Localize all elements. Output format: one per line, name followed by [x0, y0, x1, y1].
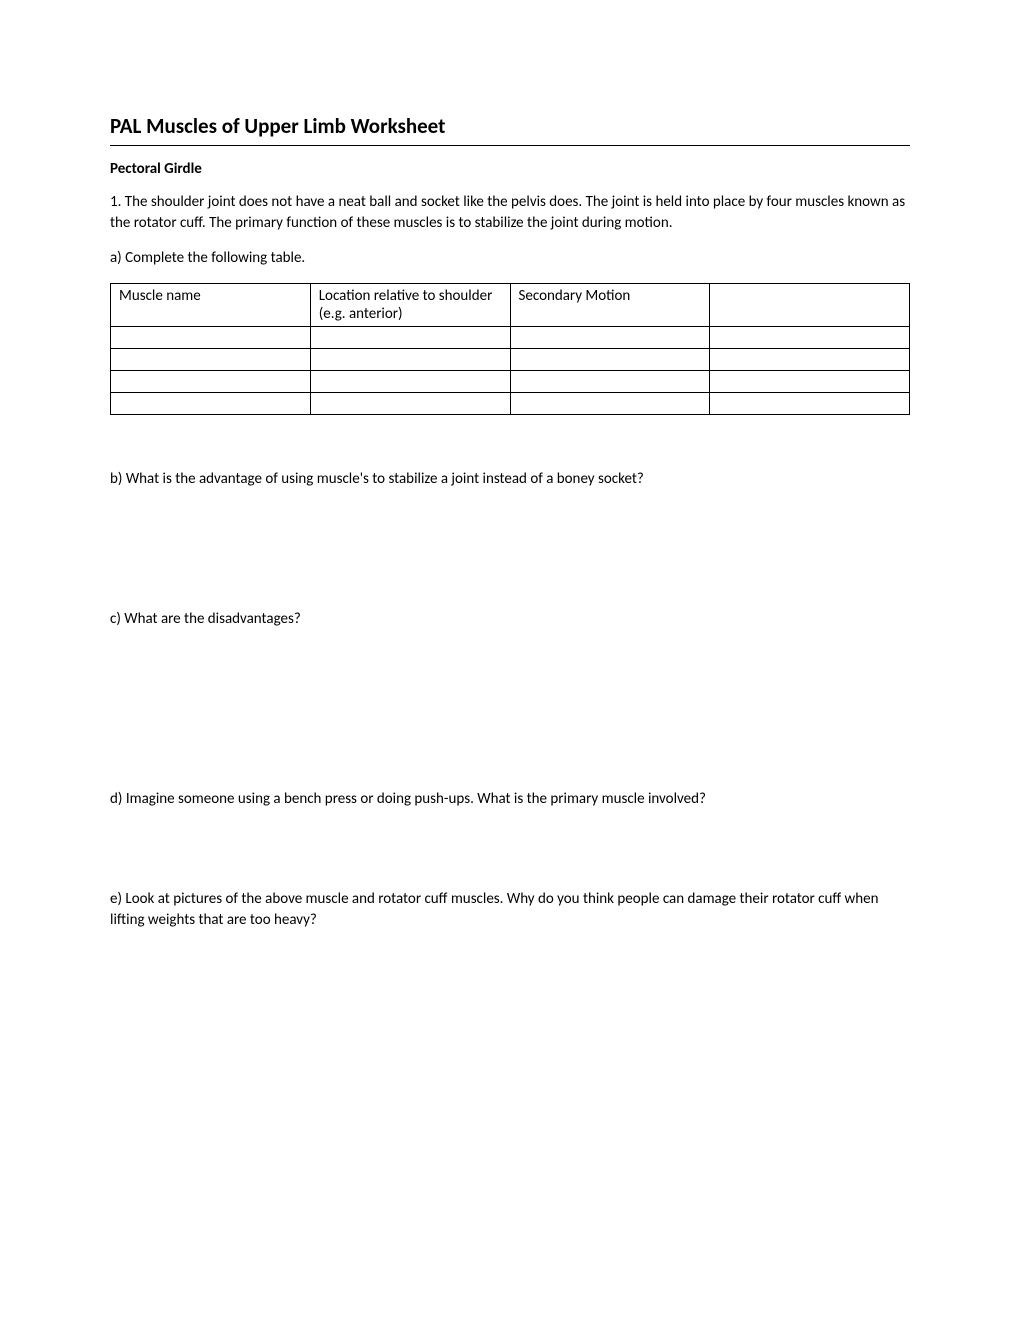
intro-paragraph: 1. The shoulder joint does not have a ne… — [110, 192, 910, 234]
table-row — [111, 393, 910, 415]
table-cell — [510, 327, 710, 349]
table-row — [111, 327, 910, 349]
table-header-secondary-motion: Secondary Motion — [510, 284, 710, 327]
table-row — [111, 349, 910, 371]
table-cell — [710, 349, 910, 371]
page-title: PAL Muscles of Upper Limb Worksheet — [110, 113, 910, 139]
table-row — [111, 371, 910, 393]
section-subtitle: Pectoral Girdle — [110, 160, 910, 178]
table-header-location: Location relative to shoulder (e.g. ante… — [310, 284, 510, 327]
spacer — [110, 429, 910, 469]
table-cell — [310, 327, 510, 349]
table-cell — [111, 393, 311, 415]
table-cell — [310, 393, 510, 415]
spacer — [110, 504, 910, 609]
table-cell — [310, 371, 510, 393]
table-header-muscle-name: Muscle name — [111, 284, 311, 327]
question-c: c) What are the disadvantages? — [110, 609, 910, 630]
spacer — [110, 824, 910, 889]
table-cell — [310, 349, 510, 371]
table-cell — [710, 327, 910, 349]
table-cell — [510, 371, 710, 393]
question-b: b) What is the advantage of using muscle… — [110, 469, 910, 490]
question-e: e) Look at pictures of the above muscle … — [110, 889, 910, 931]
spacer — [110, 644, 910, 789]
table-cell — [111, 371, 311, 393]
table-cell — [710, 393, 910, 415]
table-cell — [710, 371, 910, 393]
worksheet-table: Muscle name Location relative to shoulde… — [110, 283, 910, 415]
table-cell — [111, 349, 311, 371]
table-header-empty — [710, 284, 910, 327]
table-cell — [510, 349, 710, 371]
table-cell — [111, 327, 311, 349]
question-d: d) Imagine someone using a bench press o… — [110, 789, 910, 810]
table-cell — [510, 393, 710, 415]
table-header-row: Muscle name Location relative to shoulde… — [111, 284, 910, 327]
title-divider — [110, 145, 910, 146]
question-a: a) Complete the following table. — [110, 248, 910, 269]
